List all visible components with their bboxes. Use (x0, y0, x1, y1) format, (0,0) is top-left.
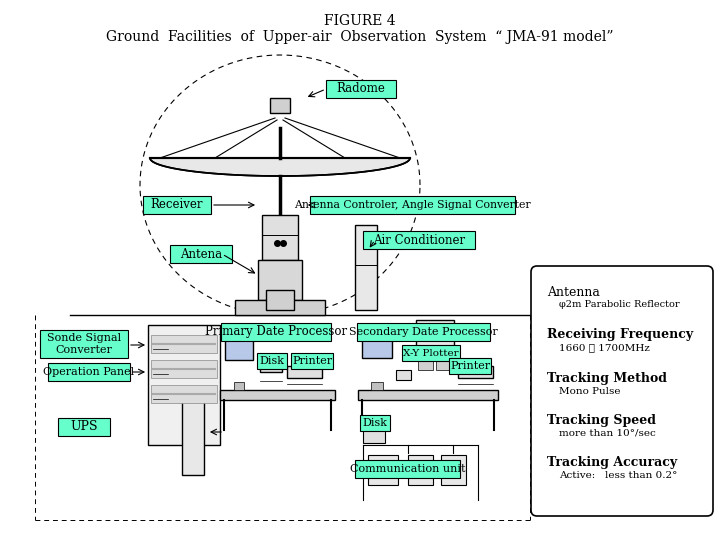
Bar (362, 326, 392, 358)
FancyBboxPatch shape (402, 345, 460, 361)
Text: Tracking Accuracy: Tracking Accuracy (547, 456, 677, 469)
FancyBboxPatch shape (363, 231, 475, 249)
Text: Communication unit: Communication unit (350, 464, 465, 474)
Text: 1660 ～ 1700MHz: 1660 ～ 1700MHz (559, 343, 650, 352)
Bar (270, 98, 290, 113)
Text: Radome: Radome (336, 83, 385, 96)
Bar (266, 290, 294, 310)
Bar (260, 354, 282, 372)
FancyBboxPatch shape (310, 196, 515, 214)
Text: X-Y Plotter: X-Y Plotter (403, 348, 459, 357)
Text: Sonde Signal
Converter: Sonde Signal Converter (47, 333, 121, 355)
Text: φ2m Parabolic Reflector: φ2m Parabolic Reflector (559, 300, 680, 309)
Bar (396, 370, 411, 380)
Bar (225, 330, 253, 360)
FancyBboxPatch shape (40, 330, 128, 358)
FancyBboxPatch shape (291, 353, 333, 369)
Bar (436, 355, 451, 370)
FancyBboxPatch shape (221, 323, 331, 341)
Text: Mono Pulse: Mono Pulse (559, 387, 621, 396)
FancyBboxPatch shape (360, 415, 390, 431)
Text: Printer: Printer (292, 356, 332, 366)
Text: Tracking Method: Tracking Method (547, 372, 667, 385)
Bar (408, 455, 433, 485)
FancyBboxPatch shape (531, 266, 713, 516)
FancyBboxPatch shape (257, 353, 287, 369)
Text: Printer: Printer (450, 361, 490, 371)
Bar (234, 382, 244, 390)
Polygon shape (150, 158, 410, 176)
Text: Disk: Disk (362, 418, 387, 428)
Bar (235, 300, 325, 315)
Bar (182, 390, 204, 475)
Text: Tracking Speed: Tracking Speed (547, 414, 656, 427)
Text: Active:   less than 0.2°: Active: less than 0.2° (559, 471, 678, 480)
Text: Air Conditioner: Air Conditioner (373, 233, 465, 246)
Text: Receiver: Receiver (150, 199, 203, 212)
FancyBboxPatch shape (449, 358, 491, 374)
Bar (416, 320, 454, 355)
Bar (262, 215, 298, 260)
Bar (358, 390, 498, 400)
Bar (151, 360, 217, 378)
Bar (355, 225, 377, 310)
Text: UPS: UPS (71, 421, 98, 434)
Bar (220, 390, 335, 400)
Text: Antenna Controler, Angle Signal Converter: Antenna Controler, Angle Signal Converte… (294, 200, 531, 210)
Bar (151, 385, 217, 403)
FancyBboxPatch shape (48, 363, 130, 381)
FancyBboxPatch shape (170, 245, 232, 263)
Bar (458, 366, 493, 378)
Text: Primary Date Processor: Primary Date Processor (205, 326, 347, 339)
Text: Ground  Facilities  of  Upper-air  Observation  System  “ JMA-91 model”: Ground Facilities of Upper-air Observati… (107, 30, 613, 44)
FancyBboxPatch shape (326, 80, 396, 98)
Text: FIGURE 4: FIGURE 4 (324, 14, 396, 28)
Bar (258, 260, 302, 300)
Bar (363, 428, 385, 443)
Bar (148, 325, 220, 445)
Text: Secondary Date Processor: Secondary Date Processor (349, 327, 498, 337)
Bar (418, 355, 433, 370)
Bar (151, 335, 217, 353)
Text: Antenna: Antenna (547, 286, 600, 299)
FancyBboxPatch shape (357, 323, 490, 341)
Text: Antena: Antena (180, 247, 222, 260)
FancyBboxPatch shape (143, 196, 211, 214)
Bar (371, 382, 383, 390)
FancyBboxPatch shape (58, 418, 110, 436)
FancyBboxPatch shape (355, 460, 460, 478)
Bar (441, 455, 466, 485)
Text: Receiving Frequency: Receiving Frequency (547, 328, 693, 341)
Bar (368, 455, 398, 485)
Text: Operation Panel: Operation Panel (43, 367, 135, 377)
Text: Disk: Disk (259, 356, 284, 366)
Text: more than 10°/sec: more than 10°/sec (559, 429, 656, 438)
Bar (287, 366, 322, 378)
